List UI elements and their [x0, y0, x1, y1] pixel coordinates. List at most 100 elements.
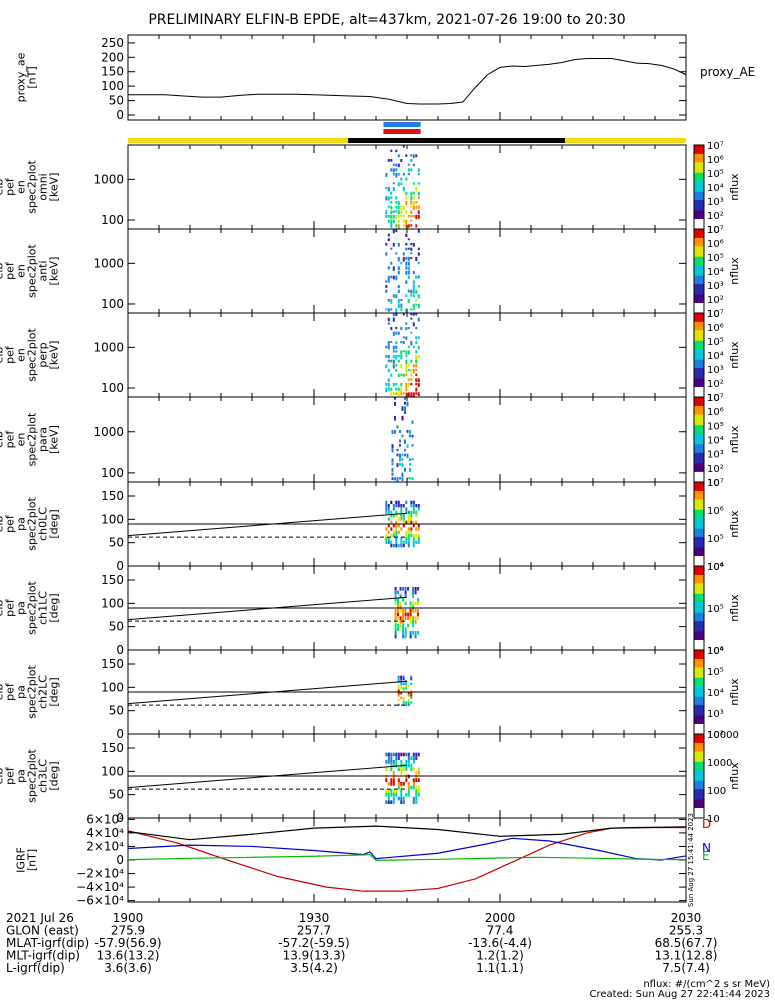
- en_omni-spectrogram-cell: [407, 168, 410, 172]
- en_anti-colorbar-label: 10⁷: [707, 225, 724, 236]
- en_omni-spectrogram-cell: [385, 173, 388, 177]
- pa_ch3-colorbar-cell: [694, 763, 704, 766]
- pa_ch0-spectrogram-cell: [400, 527, 403, 531]
- en_perp-spectrogram-cell: [407, 369, 410, 371]
- en_omni-spectrogram-cell: [395, 210, 398, 213]
- science-zone-segment: [128, 138, 349, 143]
- pa_ch1-spectrogram-cell: [414, 609, 417, 613]
- en_omni-spectrogram-cell: [390, 196, 393, 200]
- pa_ch1-spectrogram-cell: [409, 631, 412, 635]
- en_perp-spectrogram-cell: [385, 387, 388, 393]
- pa_ch0-spectrogram-cell: [407, 514, 410, 518]
- en_perp-colorbar-cell: [694, 325, 704, 329]
- pa_ch0-spectrogram-cell: [412, 537, 415, 541]
- pa_ch1-spectrogram-cell: [397, 590, 400, 595]
- grf-ytick-label: 6×10⁴: [86, 812, 124, 826]
- en_para-colorbar-cell: [694, 452, 704, 455]
- en_para-spectrogram-cell: [391, 430, 394, 435]
- pa_ch0-spectrogram-cell: [412, 524, 415, 528]
- en_para-spectrogram-cell: [411, 444, 414, 447]
- pa_ch1-colorbar-cell: [694, 618, 704, 622]
- en_anti-spectrogram-cell: [407, 289, 410, 293]
- pa_ch2-colorbar-cell: [694, 664, 704, 668]
- en_perp-spectrogram-cell: [387, 317, 390, 322]
- pa_ch1-spectrogram-cell: [412, 631, 415, 635]
- en_perp-spectrogram-cell: [400, 341, 403, 344]
- en_anti-spectrogram-cell: [410, 294, 413, 297]
- en_perp-spectrogram-cell: [400, 355, 403, 360]
- pa_ch0-colorbar-label: 10⁷: [707, 478, 724, 489]
- pa_ch2-spectrogram-cell: [407, 692, 410, 695]
- pa_ch3-spectrogram-cell: [412, 752, 415, 757]
- pa_ch3-spectrogram-cell: [400, 800, 403, 804]
- en_perp-spectrogram-cell: [402, 313, 405, 316]
- footer-row-label: MLT-igrf(dip): [6, 949, 80, 963]
- pa_ch0-label: pa: [15, 517, 28, 531]
- pa_ch3-colorbar-cell: [694, 740, 704, 743]
- pa_ch3-spectrogram-cell: [395, 763, 398, 768]
- en_para-colorbar-cell: [694, 411, 704, 415]
- pa_ch2-colorbar-cell: [694, 673, 704, 676]
- en_perp-spectrogram-cell: [397, 359, 400, 363]
- pa_ch3-spectrogram-cell: [390, 778, 393, 782]
- en_para-colorbar-cell: [694, 416, 704, 419]
- en_anti-colorbar-cell: [694, 262, 704, 266]
- pa_ch3-spectrogram-cell: [410, 756, 413, 760]
- en_omni-spectrogram-cell: [415, 154, 418, 158]
- pa_ch2-colorbar-cell: [694, 729, 704, 733]
- pa_ch0-spectrogram-cell: [417, 524, 420, 528]
- en_para-colorbar-cell: [694, 439, 704, 443]
- pa_ch3-spectrogram-cell: [400, 771, 403, 775]
- pa_ch0-spectrogram-cell: [417, 540, 420, 544]
- pa_ch0-spectrogram-cell: [385, 534, 388, 538]
- en_para-spectrogram-cell: [391, 448, 394, 453]
- pa_ch0-colorbar-cell: [694, 492, 704, 496]
- en_anti-spectrogram-cell: [400, 308, 403, 312]
- pa_ch1-spectrogram-cell: [414, 601, 417, 606]
- en_omni-colorbar-cell: [694, 157, 704, 161]
- en_anti-spectrogram-cell: [412, 243, 415, 247]
- en_perp-spectrogram-cell: [415, 350, 418, 354]
- pa_ch0-spectrogram-cell: [392, 514, 395, 518]
- footer-row-label: GLON (east): [6, 924, 79, 938]
- pa_ch2-spectrogram-cell: [397, 689, 400, 692]
- en_omni-spectrogram-cell: [402, 219, 405, 223]
- pa_ch1-spectrogram-cell: [409, 609, 412, 613]
- en_anti-spectrogram-cell: [410, 308, 413, 311]
- en_omni-spectrogram-cell: [410, 215, 413, 218]
- pa_ch0-spectrogram-cell: [405, 540, 408, 544]
- pa_ch0-ytick-label: 100: [101, 512, 124, 526]
- pa_ch3-colorbar-cell: [694, 759, 704, 762]
- pa_ch3-colorbar-cell: [694, 746, 704, 750]
- en_para-colorbar-cell: [694, 445, 704, 449]
- en_omni-spectrogram-cell: [400, 205, 403, 211]
- en_anti-spectrogram-cell: [387, 238, 390, 242]
- pa_ch1-spectrogram-cell: [394, 612, 397, 617]
- en_para-colorbar-label: 10⁷: [707, 393, 724, 404]
- en_omni-colorbar-cell: [694, 226, 704, 230]
- pa_ch1-spectrogram-cell: [409, 634, 412, 639]
- footer-value: 3.5(4.2): [290, 961, 338, 975]
- en_anti-spectrogram-cell: [417, 229, 420, 233]
- pa_ch3-spectrogram-cell: [397, 778, 400, 782]
- pa_ch1-colorbar-cell: [694, 629, 704, 632]
- en_anti-spectrogram-cell: [395, 252, 398, 255]
- pa_ch2-spectrogram-cell: [402, 678, 405, 681]
- pa_ch3-spectrogram-cell: [407, 763, 410, 768]
- pa_ch1-spectrogram-cell: [417, 609, 420, 613]
- en_anti-spectrogram-cell: [397, 303, 400, 309]
- en_perp-colorbar-cell: [694, 371, 704, 375]
- pa_ch2-spectrogram-cell: [400, 685, 403, 688]
- en_anti-spectrogram-cell: [405, 233, 408, 237]
- en_para-colorbar-cell: [694, 437, 704, 440]
- pa_ch0-spectrogram-cell: [412, 534, 415, 538]
- pa_ch1-spectrogram-cell: [409, 605, 412, 609]
- pa_ch2-spectrogram-cell: [402, 699, 405, 702]
- pa_ch1-spectrogram-cell: [402, 598, 405, 602]
- pa_ch0-label: spec2plot: [26, 497, 39, 551]
- en_anti-spectrogram-cell: [407, 261, 410, 266]
- pa_ch1-colorbar-cell: [694, 589, 704, 592]
- en_perp-spectrogram-cell: [405, 350, 408, 355]
- pa_ch0-colorbar-cell: [694, 540, 704, 544]
- en_anti-spectrogram-cell: [397, 243, 400, 247]
